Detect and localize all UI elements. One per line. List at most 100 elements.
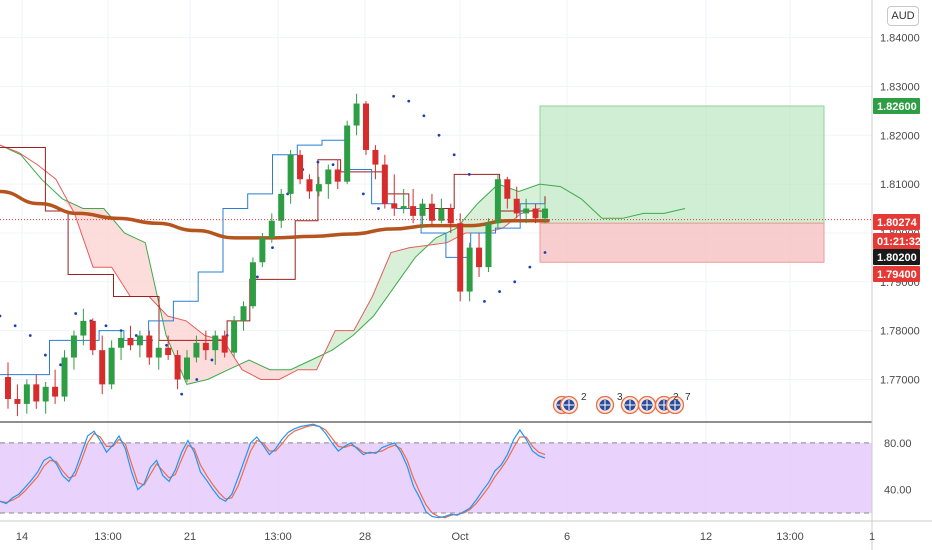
candle bbox=[99, 335, 106, 395]
candle-body bbox=[391, 203, 398, 209]
candle bbox=[202, 330, 209, 360]
oscillator-axis[interactable]: 80.00 40.00 bbox=[884, 438, 912, 497]
candle-body bbox=[52, 386, 59, 397]
price-tick-label: 1.84000 bbox=[880, 33, 920, 45]
candle bbox=[89, 318, 96, 356]
candle bbox=[542, 203, 548, 224]
candle-body bbox=[212, 335, 219, 351]
event-icon[interactable] bbox=[620, 395, 640, 415]
candle bbox=[249, 257, 256, 309]
candle bbox=[108, 340, 115, 390]
price-tag-bg bbox=[873, 214, 920, 230]
candle bbox=[287, 149, 294, 204]
event-icon[interactable] bbox=[637, 395, 657, 415]
candle-body bbox=[278, 193, 285, 221]
candle-body bbox=[532, 208, 539, 219]
candle bbox=[476, 232, 483, 277]
candle-body bbox=[287, 154, 294, 194]
candle bbox=[494, 174, 501, 229]
candle bbox=[52, 369, 59, 404]
event-icon[interactable] bbox=[665, 395, 685, 415]
price-tick-label: 1.78000 bbox=[880, 326, 920, 338]
candle bbox=[278, 189, 285, 229]
time-tick-label: 13:00 bbox=[776, 531, 804, 543]
time-axis[interactable]: 14 13:00 21 13:00 28 Oct 6 12 13:00 1 bbox=[16, 531, 875, 543]
candle-body bbox=[165, 347, 172, 356]
candle-body bbox=[466, 247, 473, 292]
candle-body bbox=[70, 335, 77, 358]
price-tick-label: 1.82000 bbox=[880, 130, 920, 142]
candle bbox=[447, 203, 454, 233]
candle bbox=[523, 198, 530, 224]
candle-body bbox=[249, 262, 256, 307]
candle-body bbox=[325, 169, 332, 185]
candle bbox=[372, 145, 379, 180]
price-tick-label: 1.83000 bbox=[880, 81, 920, 93]
candle-body bbox=[23, 384, 30, 404]
candle-body bbox=[419, 203, 426, 216]
candle bbox=[485, 218, 492, 273]
price-tag: 1.79400 bbox=[873, 266, 920, 282]
price-tag-label: 1.80200 bbox=[877, 252, 917, 264]
sar-dot bbox=[180, 392, 184, 396]
price-tick-label: 1.81000 bbox=[880, 179, 920, 191]
candle-body bbox=[306, 179, 313, 192]
sar-dot bbox=[498, 290, 501, 293]
event-icon[interactable] bbox=[595, 395, 615, 415]
candle-body bbox=[259, 237, 266, 263]
time-tick-label: 12 bbox=[700, 531, 712, 543]
sar-dot bbox=[528, 265, 532, 269]
sar-dot bbox=[104, 324, 108, 328]
oscillator-tick-label: 80.00 bbox=[884, 438, 912, 450]
tenkan-sen-line bbox=[0, 139, 546, 376]
candle-body bbox=[457, 223, 464, 292]
cloud-bearish bbox=[62, 198, 298, 385]
price-tag-label: 1.80274 bbox=[877, 217, 918, 229]
price-axis[interactable]: 1.840001.830001.820001.810001.800001.790… bbox=[880, 33, 920, 387]
candle bbox=[23, 379, 30, 414]
candle bbox=[353, 93, 360, 136]
sar-dot bbox=[316, 160, 320, 164]
sar-dot bbox=[195, 378, 199, 381]
candle-body bbox=[363, 103, 369, 150]
candle-body bbox=[33, 384, 40, 402]
candle-body bbox=[494, 179, 501, 224]
time-tick-label: 13:00 bbox=[94, 531, 122, 543]
candle bbox=[165, 335, 172, 360]
oscillator-k-line bbox=[0, 423, 546, 519]
price-tag-label: 01:21:32 bbox=[877, 236, 921, 248]
oscillator-pane bbox=[0, 423, 872, 519]
candle bbox=[428, 193, 435, 226]
candle bbox=[146, 330, 153, 365]
candle bbox=[231, 315, 238, 358]
candle-body bbox=[513, 198, 520, 214]
candle bbox=[381, 154, 388, 209]
candle bbox=[136, 330, 143, 358]
candle bbox=[334, 159, 341, 190]
sar-dot bbox=[422, 114, 426, 118]
candle bbox=[466, 242, 473, 302]
senkou-span-a-line bbox=[0, 144, 686, 385]
candle-body bbox=[400, 206, 407, 209]
candle-body bbox=[89, 320, 96, 351]
candle-body bbox=[428, 203, 435, 221]
price-tag: 1.80200 bbox=[873, 249, 920, 265]
time-tick-label: Oct bbox=[451, 531, 468, 543]
candle-body bbox=[155, 347, 162, 358]
sar-dot bbox=[210, 358, 214, 362]
sar-dot bbox=[437, 133, 441, 137]
event-icon[interactable] bbox=[559, 395, 579, 415]
candle bbox=[297, 149, 304, 185]
sar-dot bbox=[13, 324, 17, 328]
candle-body bbox=[240, 306, 247, 321]
time-tick-label: 21 bbox=[184, 531, 196, 543]
candle bbox=[174, 350, 181, 390]
currency-button[interactable]: AUD bbox=[887, 6, 919, 26]
candle-body bbox=[193, 342, 200, 358]
event-count-label: 2 bbox=[673, 392, 679, 403]
time-tick-label: 28 bbox=[359, 531, 371, 543]
candle-body bbox=[353, 103, 360, 126]
candle bbox=[504, 176, 511, 209]
take-profit-zone bbox=[539, 105, 825, 224]
